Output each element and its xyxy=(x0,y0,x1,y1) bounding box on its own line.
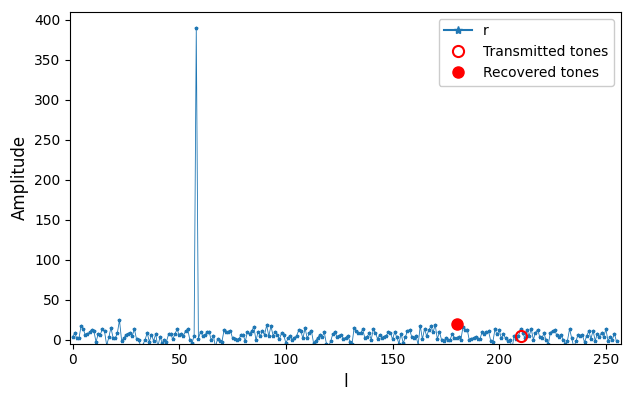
Line: r: r xyxy=(71,26,618,350)
X-axis label: l: l xyxy=(343,373,348,391)
r xyxy=(193,25,200,30)
r xyxy=(612,339,620,344)
r xyxy=(308,329,316,333)
Y-axis label: Amplitude: Amplitude xyxy=(11,135,29,220)
r xyxy=(271,329,279,334)
r xyxy=(515,334,522,339)
r xyxy=(241,339,249,344)
r xyxy=(340,336,348,341)
r xyxy=(508,346,516,351)
Legend: r, Transmitted tones, Recovered tones: r, Transmitted tones, Recovered tones xyxy=(438,19,614,86)
r xyxy=(278,331,285,335)
r xyxy=(68,334,76,339)
